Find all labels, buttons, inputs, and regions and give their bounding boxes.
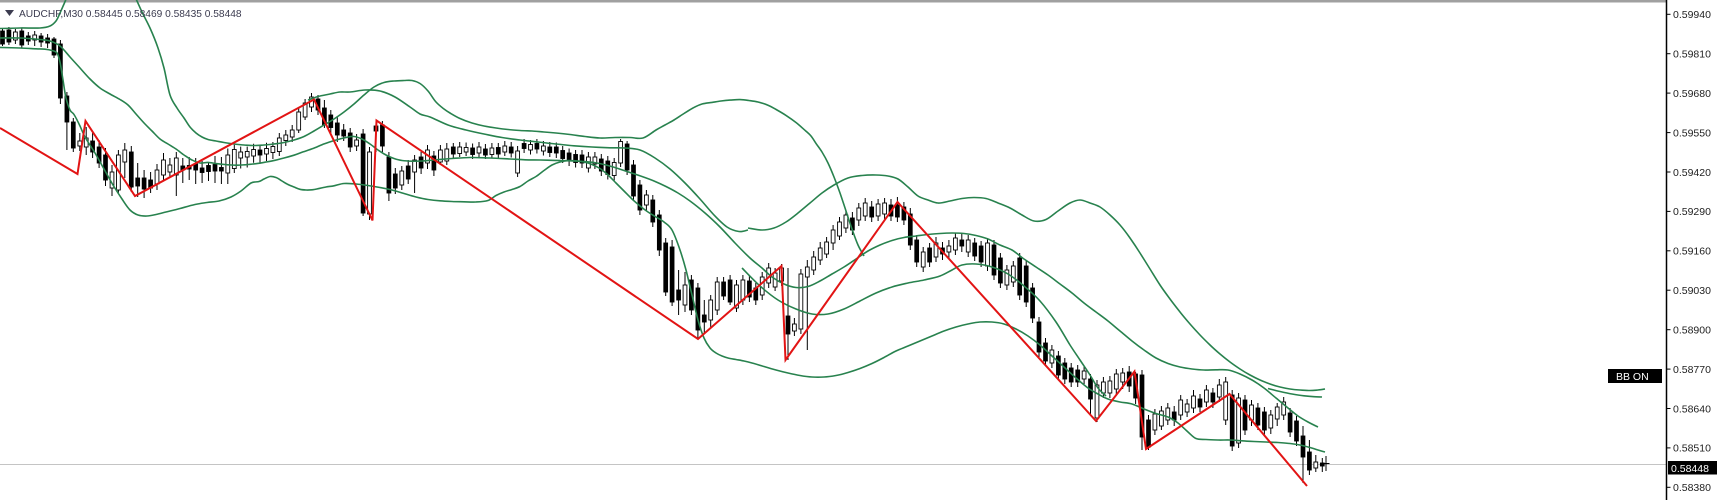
svg-text:0.58900: 0.58900 — [1673, 325, 1711, 337]
svg-text:0.59550: 0.59550 — [1673, 127, 1711, 139]
svg-text:0.59810: 0.59810 — [1673, 49, 1711, 61]
svg-text:AUDCHF,M30 0.58445 0.58469 0.: AUDCHF,M30 0.58445 0.58469 0.58435 0.584… — [19, 9, 242, 20]
svg-text:0.58640: 0.58640 — [1673, 403, 1711, 415]
svg-text:0.59420: 0.59420 — [1673, 167, 1711, 179]
svg-text:0.59030: 0.59030 — [1673, 285, 1711, 297]
svg-text:0.59680: 0.59680 — [1673, 88, 1711, 100]
svg-text:0.58770: 0.58770 — [1673, 364, 1711, 376]
svg-text:0.59290: 0.59290 — [1673, 206, 1711, 218]
svg-text:0.58380: 0.58380 — [1673, 482, 1711, 494]
svg-text:0.59160: 0.59160 — [1673, 246, 1711, 258]
svg-text:BB ON: BB ON — [1616, 371, 1649, 383]
svg-text:0.58510: 0.58510 — [1673, 443, 1711, 455]
svg-text:0.58448: 0.58448 — [1671, 463, 1709, 475]
svg-text:0.59940: 0.59940 — [1673, 9, 1711, 21]
